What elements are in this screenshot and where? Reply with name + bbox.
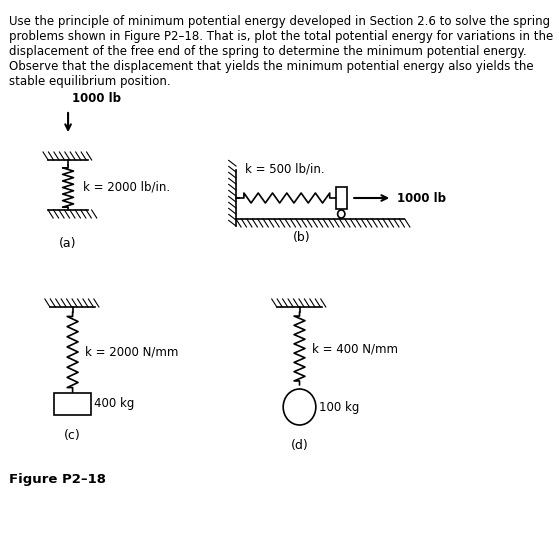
Text: (b): (b) bbox=[293, 231, 311, 244]
Text: Figure P2–18: Figure P2–18 bbox=[9, 473, 106, 486]
Text: k = 2000 N/mm: k = 2000 N/mm bbox=[86, 346, 179, 359]
Bar bbox=[336, 187, 347, 209]
Circle shape bbox=[338, 210, 345, 218]
Text: k = 500 lb/in.: k = 500 lb/in. bbox=[245, 163, 325, 176]
Text: 1000 lb: 1000 lb bbox=[72, 92, 121, 105]
Text: 100 kg: 100 kg bbox=[320, 401, 360, 413]
Text: Use the principle of minimum potential energy developed in Section 2.6 to solve : Use the principle of minimum potential e… bbox=[9, 15, 553, 88]
Circle shape bbox=[283, 389, 316, 425]
Text: (c): (c) bbox=[64, 429, 81, 442]
Text: (d): (d) bbox=[291, 439, 309, 452]
Text: k = 400 N/mm: k = 400 N/mm bbox=[312, 342, 398, 355]
Bar bbox=[54, 393, 91, 415]
Text: (a): (a) bbox=[59, 237, 77, 250]
Text: k = 2000 lb/in.: k = 2000 lb/in. bbox=[83, 181, 170, 194]
Text: 400 kg: 400 kg bbox=[94, 397, 135, 411]
Text: 1000 lb: 1000 lb bbox=[397, 191, 446, 204]
